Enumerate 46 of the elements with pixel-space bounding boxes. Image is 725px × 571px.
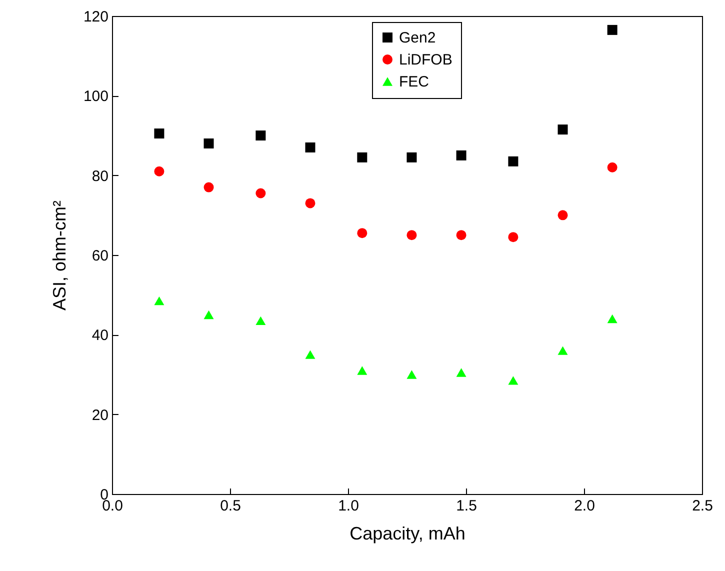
point [508, 376, 518, 385]
point [406, 230, 417, 240]
point [456, 230, 466, 240]
point [558, 210, 568, 220]
x-tick-label: 0.5 [220, 498, 241, 514]
point [256, 130, 266, 140]
point [607, 314, 618, 324]
x-axis-title: Capacity, mAh [350, 524, 466, 544]
point [357, 228, 368, 238]
legend-label: FEC [399, 74, 430, 90]
y-tick-label: 20 [92, 406, 108, 424]
x-tick-label: 2.0 [574, 498, 595, 514]
point [456, 150, 466, 160]
point [607, 24, 618, 35]
point [154, 296, 164, 306]
point [357, 152, 368, 162]
point [154, 128, 164, 139]
legend-label: LiDFOB [399, 52, 452, 68]
x-tick-label: 2.5 [692, 498, 713, 514]
y-tick-label: 60 [92, 248, 108, 264]
point [204, 310, 214, 320]
point [305, 350, 316, 359]
y-tick-label: 80 [92, 168, 108, 185]
point [204, 182, 214, 192]
point [305, 198, 316, 208]
point [607, 162, 618, 172]
point [256, 188, 266, 198]
point [357, 366, 368, 375]
x-tick-label: 1.0 [338, 498, 359, 514]
point [508, 232, 518, 242]
point [508, 156, 518, 166]
point [406, 152, 417, 162]
y-tick-label: 120 [83, 8, 108, 26]
y-axis-title: ASI, ohm-cm² [49, 200, 70, 311]
point [558, 346, 568, 355]
y-tick-label: 40 [92, 327, 108, 344]
y-tick-label: 100 [83, 88, 108, 106]
point [406, 370, 417, 379]
point [456, 368, 466, 377]
point [154, 166, 164, 176]
point [305, 142, 316, 152]
x-tick-label: 1.5 [456, 498, 477, 514]
legend-label: Gen2 [399, 30, 436, 46]
point [558, 124, 568, 135]
point [256, 316, 266, 326]
point [204, 138, 214, 148]
